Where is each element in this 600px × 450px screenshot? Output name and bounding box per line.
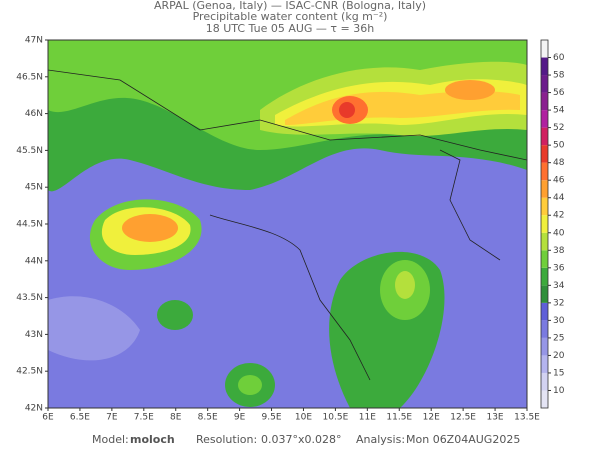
colorbar-swatch <box>541 355 548 373</box>
colorbar-swatch <box>541 127 548 146</box>
lon-label: 13E <box>486 413 503 423</box>
lat-label: 46N <box>25 109 43 119</box>
colorbar-label: 32 <box>553 298 564 308</box>
lon-label: 12E <box>423 413 440 423</box>
footer-label: Model: <box>92 433 129 446</box>
colorbar-swatch <box>541 285 548 303</box>
colorbar-label: 58 <box>553 71 565 81</box>
footer-value: 0.037°x0.028° <box>261 433 342 446</box>
colorbar-swatch <box>541 180 548 198</box>
colorbar-swatch <box>541 92 548 111</box>
field <box>48 40 527 408</box>
colorbar-label: 30 <box>553 316 565 326</box>
colorbar-label: 50 <box>553 141 565 151</box>
colorbar-label: 20 <box>553 351 565 361</box>
header-line: 18 UTC Tue 05 AUG — τ = 36h <box>206 22 374 35</box>
lon-label: 11.5E <box>386 413 412 423</box>
footer-value: moloch <box>130 433 175 446</box>
colorbar-label: 60 <box>553 53 565 63</box>
footer-value: Mon 06Z04AUG2025 <box>406 433 520 446</box>
colorbar-label: 54 <box>553 106 565 116</box>
colorbar-label: 44 <box>553 193 565 203</box>
colorbar-label: 38 <box>553 246 565 256</box>
lon-label: 10.5E <box>323 413 349 423</box>
lon-label: 8.5E <box>198 413 218 423</box>
lon-label: 9.5E <box>262 413 282 423</box>
lon-label: 13.5E <box>514 413 540 423</box>
lat-label: 44.5N <box>16 220 43 230</box>
lon-label: 6.5E <box>70 413 90 423</box>
colorbar-swatch <box>541 372 548 391</box>
lon-label: 12.5E <box>450 413 476 423</box>
lon-label: 6E <box>42 413 54 423</box>
colorbar-label: 52 <box>553 123 564 133</box>
colorbar-frame <box>540 39 549 409</box>
colorbar-swatch <box>541 267 548 286</box>
colorbar-swatch <box>541 390 548 408</box>
lat-label: 47N <box>25 36 43 46</box>
colorbar-label: 56 <box>553 88 565 98</box>
colorbar-label: 42 <box>553 211 564 221</box>
colorbar-label: 25 <box>553 333 564 343</box>
lat-label: 46.5N <box>16 72 43 82</box>
colorbar-swatch <box>541 145 548 163</box>
lat-label: 43.5N <box>16 293 43 303</box>
colorbar-label: 10 <box>553 386 565 396</box>
colorbar-label: 40 <box>553 228 565 238</box>
colorbar-swatch <box>541 250 548 268</box>
colorbar-swatch <box>541 302 548 321</box>
colorbar-swatch <box>541 162 548 181</box>
lat-label: 45.5N <box>16 146 43 156</box>
header-line: ARPAL (Genoa, Italy) — ISAC-CNR (Bologna… <box>154 0 426 12</box>
colorbar-label: 15 <box>553 368 564 378</box>
colorbar-swatch <box>541 337 548 356</box>
footer-label: Analysis: <box>356 433 405 446</box>
footer-label: Resolution: <box>196 433 257 446</box>
lon-label: 9E <box>234 413 246 423</box>
colorbar-label: 46 <box>553 176 565 186</box>
lon-label: 10E <box>295 413 312 423</box>
colorbar-swatch <box>541 320 548 338</box>
lat-label: 44N <box>25 256 43 266</box>
header-line: Precipitable water content (kg m⁻²) <box>193 10 388 23</box>
colorbar-swatch <box>541 215 548 233</box>
colorbar-label: 48 <box>553 158 565 168</box>
lon-label: 7.5E <box>134 413 154 423</box>
lon-label: 11E <box>359 413 376 423</box>
lat-label: 45N <box>25 183 43 193</box>
lat-label: 42N <box>25 404 43 414</box>
colorbar-swatch <box>541 40 548 58</box>
colorbar-swatch <box>541 197 548 216</box>
lat-label: 43N <box>25 330 43 340</box>
colorbar-swatch <box>541 110 548 128</box>
lon-label: 8E <box>170 413 182 423</box>
colorbar-swatch <box>541 232 548 251</box>
colorbar-swatch <box>541 57 548 76</box>
lat-label: 42.5N <box>16 367 43 377</box>
colorbar-label: 36 <box>553 263 565 273</box>
lon-label: 7E <box>106 413 118 423</box>
colorbar-swatch <box>541 75 548 93</box>
colorbar-label: 34 <box>553 281 565 291</box>
